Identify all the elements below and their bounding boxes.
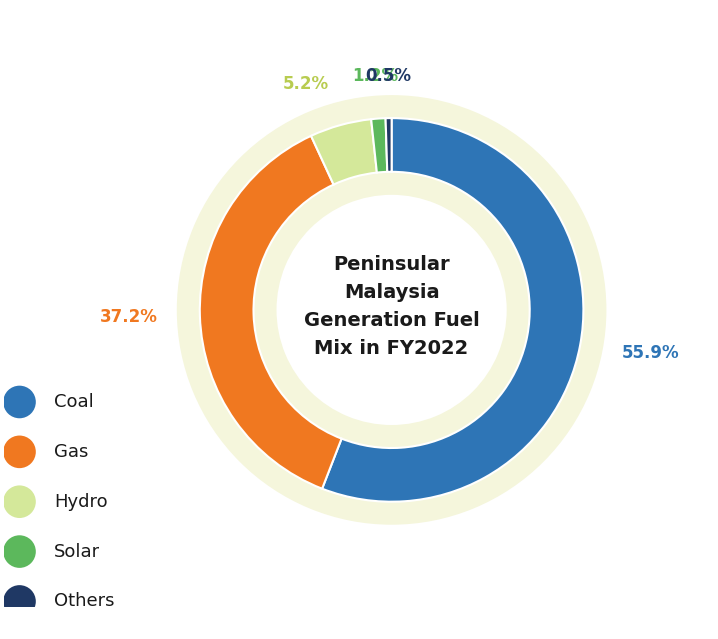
Circle shape — [3, 585, 36, 618]
Circle shape — [3, 386, 36, 419]
Text: Coal: Coal — [54, 393, 94, 411]
Wedge shape — [311, 119, 377, 185]
Circle shape — [3, 535, 36, 568]
Wedge shape — [386, 118, 391, 172]
Text: Peninsular
Malaysia
Generation Fuel
Mix in FY2022: Peninsular Malaysia Generation Fuel Mix … — [304, 254, 480, 358]
Text: 55.9%: 55.9% — [622, 344, 679, 362]
Text: 5.2%: 5.2% — [283, 75, 329, 93]
Text: Others: Others — [54, 592, 115, 610]
Circle shape — [3, 486, 36, 518]
Text: Solar: Solar — [54, 543, 100, 560]
Text: Hydro: Hydro — [54, 493, 108, 511]
Text: 37.2%: 37.2% — [100, 308, 158, 327]
Wedge shape — [200, 136, 342, 489]
Text: 1.2%: 1.2% — [353, 68, 398, 86]
Text: Gas: Gas — [54, 443, 88, 461]
Text: 0.5%: 0.5% — [365, 67, 411, 85]
Wedge shape — [322, 118, 584, 502]
Wedge shape — [177, 95, 607, 525]
Circle shape — [3, 436, 36, 468]
Wedge shape — [371, 118, 387, 173]
